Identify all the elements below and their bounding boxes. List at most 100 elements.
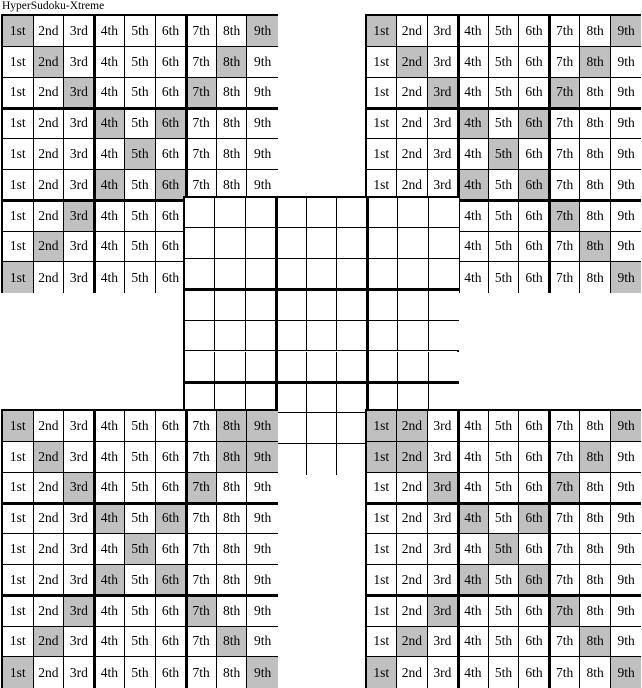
sudoku-cell[interactable]: 5th [488, 77, 520, 109]
sudoku-cell[interactable]: 1st [366, 534, 398, 565]
sudoku-cell[interactable]: 1st [366, 139, 398, 170]
sudoku-cell[interactable]: 9th [610, 200, 642, 232]
sudoku-cell[interactable]: 4th [94, 46, 126, 78]
sudoku-cell[interactable] [428, 228, 460, 260]
sudoku-cell[interactable]: 4th [458, 534, 489, 565]
sudoku-cell[interactable]: 3rd [64, 139, 95, 170]
sudoku-cell[interactable]: 8th [580, 534, 611, 565]
sudoku-cell[interactable]: 7th [549, 626, 581, 658]
sudoku-cell[interactable]: 8th [580, 503, 611, 535]
sudoku-cell[interactable]: 7th [549, 46, 581, 78]
sudoku-cell[interactable]: 4th [458, 108, 489, 140]
sudoku-cell[interactable] [367, 320, 399, 352]
sudoku-cell[interactable]: 8th [216, 441, 248, 473]
sudoku-cell[interactable]: 8th [580, 16, 611, 47]
sudoku-cell[interactable] [276, 320, 307, 352]
sudoku-cell[interactable]: 2nd [33, 200, 65, 232]
sudoku-cell[interactable]: 4th [94, 534, 126, 565]
sudoku-cell[interactable] [367, 289, 399, 321]
sudoku-cell[interactable]: 9th [610, 108, 642, 140]
sudoku-cell[interactable]: 2nd [33, 170, 65, 201]
sudoku-cell[interactable] [398, 197, 429, 229]
sudoku-cell[interactable]: 6th [519, 108, 550, 140]
sudoku-cell[interactable]: 5th [125, 411, 156, 442]
sudoku-cell[interactable]: 1st [366, 472, 398, 504]
sudoku-cell[interactable] [276, 351, 307, 383]
sudoku-cell[interactable] [337, 320, 368, 352]
sudoku-cell[interactable]: 2nd [397, 472, 428, 504]
sudoku-cell[interactable]: 3rd [64, 441, 95, 473]
sudoku-cell[interactable]: 3rd [64, 657, 95, 688]
sudoku-cell[interactable] [367, 228, 399, 260]
sudoku-cell[interactable]: 2nd [33, 441, 65, 473]
sudoku-cell[interactable]: 4th [94, 262, 126, 294]
sudoku-cell[interactable]: 6th [155, 139, 187, 170]
sudoku-cell[interactable]: 8th [580, 139, 611, 170]
sudoku-cell[interactable]: 6th [519, 472, 550, 504]
sudoku-cell[interactable]: 2nd [33, 77, 65, 109]
sudoku-cell[interactable]: 3rd [64, 46, 95, 78]
sudoku-cell[interactable]: 4th [94, 108, 126, 140]
sudoku-cell[interactable]: 4th [458, 16, 489, 47]
sudoku-cell[interactable] [276, 382, 307, 414]
sudoku-cell[interactable]: 7th [186, 626, 217, 658]
sudoku-cell[interactable]: 6th [155, 534, 187, 565]
sudoku-cell[interactable]: 2nd [33, 503, 65, 535]
sudoku-cell[interactable]: 7th [186, 441, 217, 473]
sudoku-cell[interactable]: 2nd [33, 108, 65, 140]
sudoku-cell[interactable]: 5th [125, 565, 156, 596]
sudoku-cell[interactable]: 2nd [397, 139, 428, 170]
sudoku-cell[interactable]: 7th [186, 534, 217, 565]
sudoku-cell[interactable] [276, 197, 307, 229]
sudoku-cell[interactable] [184, 228, 216, 260]
sudoku-cell[interactable]: 3rd [64, 565, 95, 596]
sudoku-cell[interactable]: 5th [488, 108, 520, 140]
sudoku-cell[interactable]: 7th [549, 77, 581, 109]
sudoku-cell[interactable]: 8th [216, 472, 248, 504]
sudoku-cell[interactable] [337, 413, 368, 444]
sudoku-cell[interactable]: 7th [549, 200, 581, 232]
sudoku-cell[interactable]: 5th [125, 503, 156, 535]
sudoku-cell[interactable]: 4th [458, 46, 489, 78]
sudoku-cell[interactable]: 7th [549, 534, 581, 565]
sudoku-cell[interactable]: 7th [186, 108, 217, 140]
sudoku-cell[interactable]: 1st [366, 503, 398, 535]
sudoku-cell[interactable]: 1st [3, 441, 34, 473]
sudoku-cell[interactable] [337, 289, 368, 321]
sudoku-cell[interactable]: 4th [94, 441, 126, 473]
sudoku-cell[interactable]: 9th [247, 657, 278, 688]
sudoku-cell[interactable]: 6th [519, 503, 550, 535]
sudoku-cell[interactable]: 6th [519, 231, 550, 263]
sudoku-cell[interactable] [337, 259, 368, 290]
sudoku-cell[interactable] [245, 197, 277, 229]
sudoku-cell[interactable]: 3rd [64, 595, 95, 627]
sudoku-cell[interactable]: 3rd [427, 441, 459, 473]
sudoku-cell[interactable]: 7th [186, 565, 217, 596]
sudoku-cell[interactable]: 1st [366, 411, 398, 442]
sudoku-cell[interactable]: 8th [216, 16, 248, 47]
sudoku-cell[interactable]: 4th [94, 139, 126, 170]
sudoku-cell[interactable]: 7th [186, 77, 217, 109]
sudoku-cell[interactable]: 4th [94, 170, 126, 201]
sudoku-cell[interactable]: 8th [580, 170, 611, 201]
sudoku-cell[interactable]: 8th [216, 411, 248, 442]
sudoku-cell[interactable] [306, 228, 338, 260]
sudoku-cell[interactable]: 7th [549, 472, 581, 504]
sudoku-cell[interactable]: 9th [247, 626, 278, 658]
sudoku-cell[interactable]: 9th [610, 139, 642, 170]
sudoku-cell[interactable] [337, 351, 368, 383]
sudoku-cell[interactable]: 1st [366, 441, 398, 473]
sudoku-cell[interactable] [245, 228, 277, 260]
sudoku-cell[interactable]: 9th [610, 595, 642, 627]
sudoku-cell[interactable]: 9th [610, 411, 642, 442]
sudoku-cell[interactable] [184, 197, 216, 229]
sudoku-cell[interactable]: 5th [125, 595, 156, 627]
sudoku-cell[interactable]: 2nd [33, 565, 65, 596]
sudoku-cell[interactable]: 6th [519, 411, 550, 442]
sudoku-cell[interactable]: 4th [94, 626, 126, 658]
sudoku-cell[interactable]: 4th [458, 441, 489, 473]
sudoku-cell[interactable]: 5th [125, 46, 156, 78]
sudoku-cell[interactable]: 5th [488, 139, 520, 170]
sudoku-cell[interactable]: 2nd [33, 595, 65, 627]
sudoku-cell[interactable]: 2nd [397, 411, 428, 442]
